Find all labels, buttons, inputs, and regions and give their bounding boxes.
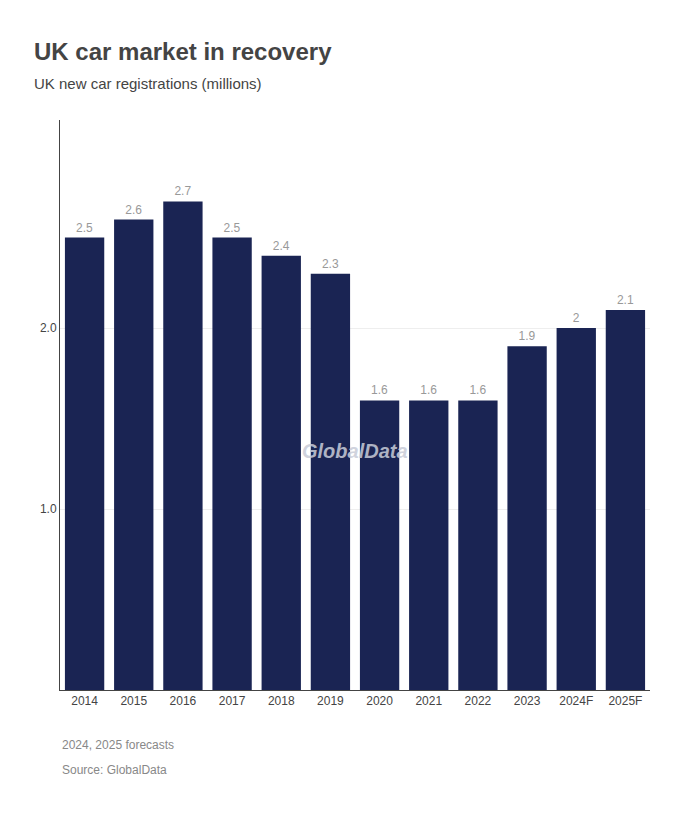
svg-text:2021: 2021 (415, 694, 442, 708)
svg-text:2.7: 2.7 (174, 184, 191, 198)
svg-text:2015: 2015 (120, 694, 147, 708)
svg-text:2018: 2018 (268, 694, 295, 708)
svg-text:1.0: 1.0 (40, 502, 57, 516)
svg-text:1.6: 1.6 (469, 383, 486, 397)
svg-text:UK car market in recovery: UK car market in recovery (34, 38, 332, 65)
svg-text:2019: 2019 (317, 694, 344, 708)
svg-text:2024F: 2024F (559, 694, 593, 708)
svg-text:2020: 2020 (366, 694, 393, 708)
svg-text:2022: 2022 (465, 694, 492, 708)
svg-text:2.4: 2.4 (273, 239, 290, 253)
svg-text:2024, 2025 forecasts: 2024, 2025 forecasts (62, 738, 174, 752)
svg-text:2.6: 2.6 (125, 203, 142, 217)
svg-text:2023: 2023 (514, 694, 541, 708)
svg-text:2.5: 2.5 (224, 221, 241, 235)
svg-text:2.5: 2.5 (76, 221, 93, 235)
svg-text:UK new car registrations (mill: UK new car registrations (millions) (34, 75, 262, 92)
svg-text:1.6: 1.6 (371, 383, 388, 397)
svg-text:2014: 2014 (71, 694, 98, 708)
svg-text:2: 2 (573, 311, 580, 325)
svg-text:2016: 2016 (170, 694, 197, 708)
svg-text:1.6: 1.6 (420, 383, 437, 397)
svg-text:2.1: 2.1 (617, 293, 634, 307)
svg-text:2.0: 2.0 (40, 321, 57, 335)
svg-text:2025F: 2025F (608, 694, 642, 708)
svg-text:2.3: 2.3 (322, 257, 339, 271)
svg-text:GlobalData: GlobalData (302, 440, 408, 462)
svg-text:Source: GlobalData: Source: GlobalData (62, 763, 167, 777)
svg-text:1.9: 1.9 (519, 329, 536, 343)
svg-text:2017: 2017 (219, 694, 246, 708)
